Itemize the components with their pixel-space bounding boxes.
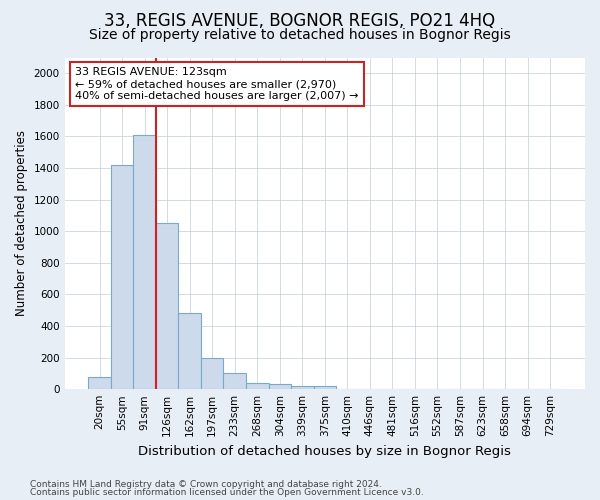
Text: 33 REGIS AVENUE: 123sqm
← 59% of detached houses are smaller (2,970)
40% of semi: 33 REGIS AVENUE: 123sqm ← 59% of detache… — [75, 68, 359, 100]
Bar — [314, 386, 336, 389]
Text: 33, REGIS AVENUE, BOGNOR REGIS, PO21 4HQ: 33, REGIS AVENUE, BOGNOR REGIS, PO21 4HQ — [104, 12, 496, 30]
Bar — [246, 383, 269, 389]
Bar — [111, 165, 133, 389]
Bar — [178, 314, 201, 389]
X-axis label: Distribution of detached houses by size in Bognor Regis: Distribution of detached houses by size … — [139, 444, 511, 458]
Text: Contains HM Land Registry data © Crown copyright and database right 2024.: Contains HM Land Registry data © Crown c… — [30, 480, 382, 489]
Text: Size of property relative to detached houses in Bognor Regis: Size of property relative to detached ho… — [89, 28, 511, 42]
Bar — [133, 135, 156, 389]
Text: Contains public sector information licensed under the Open Government Licence v3: Contains public sector information licen… — [30, 488, 424, 497]
Bar — [223, 372, 246, 389]
Bar — [201, 358, 223, 389]
Bar — [88, 376, 111, 389]
Bar — [156, 224, 178, 389]
Bar — [269, 384, 291, 389]
Y-axis label: Number of detached properties: Number of detached properties — [15, 130, 28, 316]
Bar — [291, 386, 314, 389]
